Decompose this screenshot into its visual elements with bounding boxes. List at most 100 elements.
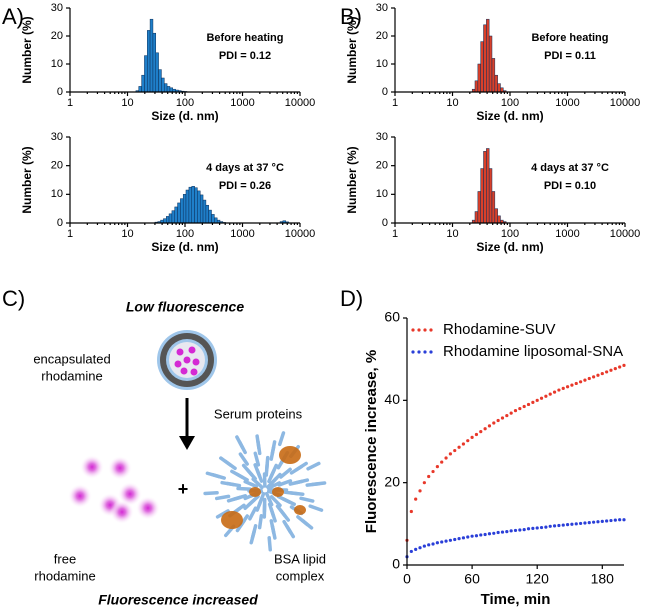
lipid — [236, 486, 252, 491]
protein — [279, 446, 301, 464]
bar — [169, 87, 173, 93]
point — [552, 524, 557, 528]
lipid — [270, 524, 277, 540]
point — [605, 370, 609, 374]
lipid — [230, 469, 245, 480]
free-rhodamine — [68, 455, 160, 524]
bar — [486, 148, 490, 224]
annotation: PDI = 0.10 — [544, 180, 596, 192]
bar — [500, 87, 504, 93]
y-tick-label: 10 — [51, 188, 63, 200]
lipid — [253, 463, 262, 478]
point — [539, 396, 544, 400]
protein — [272, 487, 284, 497]
lipid — [248, 506, 258, 521]
bar — [488, 168, 493, 224]
annotation: Before heating — [531, 32, 608, 44]
x-axis-label: Size (d. nm) — [151, 109, 218, 123]
point — [505, 413, 509, 418]
y-tick-label: 30 — [376, 2, 388, 14]
point — [596, 373, 600, 377]
point — [505, 530, 509, 534]
point — [440, 540, 444, 544]
point — [600, 519, 604, 523]
point — [418, 546, 422, 550]
point — [427, 543, 431, 547]
label: Serum proteins — [214, 406, 303, 421]
bar — [144, 55, 148, 93]
lipid — [215, 509, 230, 519]
liposome — [157, 330, 217, 390]
point — [474, 432, 479, 437]
x-tick-label: 180 — [591, 571, 615, 587]
point — [622, 363, 626, 367]
x-tick-label: 100 — [501, 97, 519, 109]
point — [513, 409, 518, 413]
legend-marker — [429, 328, 433, 332]
lipid — [270, 440, 277, 456]
bar — [194, 187, 198, 224]
x-tick-label: 60 — [464, 571, 480, 587]
point — [522, 527, 526, 532]
point — [531, 526, 535, 530]
point — [526, 527, 531, 531]
lipid — [251, 477, 264, 490]
x-tick-label: 10 — [446, 97, 458, 109]
x-tick-label: 0 — [403, 571, 411, 587]
point — [605, 519, 609, 523]
point — [457, 537, 461, 541]
bar — [494, 74, 498, 93]
x-tick-label: 120 — [526, 571, 550, 587]
x-tick-label: 1000 — [555, 228, 579, 240]
annotation: PDI = 0.12 — [219, 50, 271, 62]
y-tick-label: 10 — [376, 188, 388, 200]
point — [444, 539, 448, 543]
panel-label: B) — [340, 4, 362, 29]
lipid — [277, 479, 293, 487]
point — [435, 541, 439, 545]
x-axis-label: Size (d. nm) — [151, 240, 218, 254]
point — [613, 367, 617, 371]
point — [448, 538, 452, 542]
bar — [191, 186, 195, 224]
y-tick-label: 10 — [376, 58, 388, 70]
diagram: Low fluorescence encapsulated rhodamine … — [33, 299, 327, 608]
point — [409, 549, 413, 554]
legend-marker — [417, 350, 421, 354]
point — [466, 535, 470, 539]
point — [440, 460, 444, 464]
bar — [197, 190, 201, 224]
point — [487, 424, 492, 428]
point — [552, 390, 557, 394]
bar — [494, 208, 498, 224]
x-axis-label: Size (d. nm) — [476, 109, 543, 123]
point — [444, 456, 448, 460]
y-tick-label: 40 — [384, 391, 400, 407]
point — [518, 528, 522, 532]
bar — [205, 204, 209, 224]
point — [500, 530, 505, 534]
point — [448, 452, 452, 456]
annotation: 4 days at 37 °C — [531, 162, 609, 174]
lipid — [243, 479, 258, 489]
lipid — [269, 507, 277, 523]
bar — [166, 86, 171, 93]
lipid — [214, 494, 231, 501]
y-tick-label: 20 — [376, 30, 388, 42]
point — [587, 376, 591, 381]
point — [496, 530, 500, 535]
bar — [491, 58, 496, 93]
x-tick-label: 1 — [67, 97, 73, 109]
point — [474, 534, 479, 538]
legend-marker — [429, 350, 433, 354]
lipid — [249, 529, 257, 545]
panel-label: D) — [340, 286, 363, 311]
y-tick-label: 0 — [57, 217, 63, 229]
point — [539, 525, 544, 530]
point — [565, 385, 570, 389]
point — [574, 522, 578, 526]
point — [466, 439, 470, 443]
point — [613, 518, 617, 522]
y-tick-label: 0 — [382, 217, 388, 229]
